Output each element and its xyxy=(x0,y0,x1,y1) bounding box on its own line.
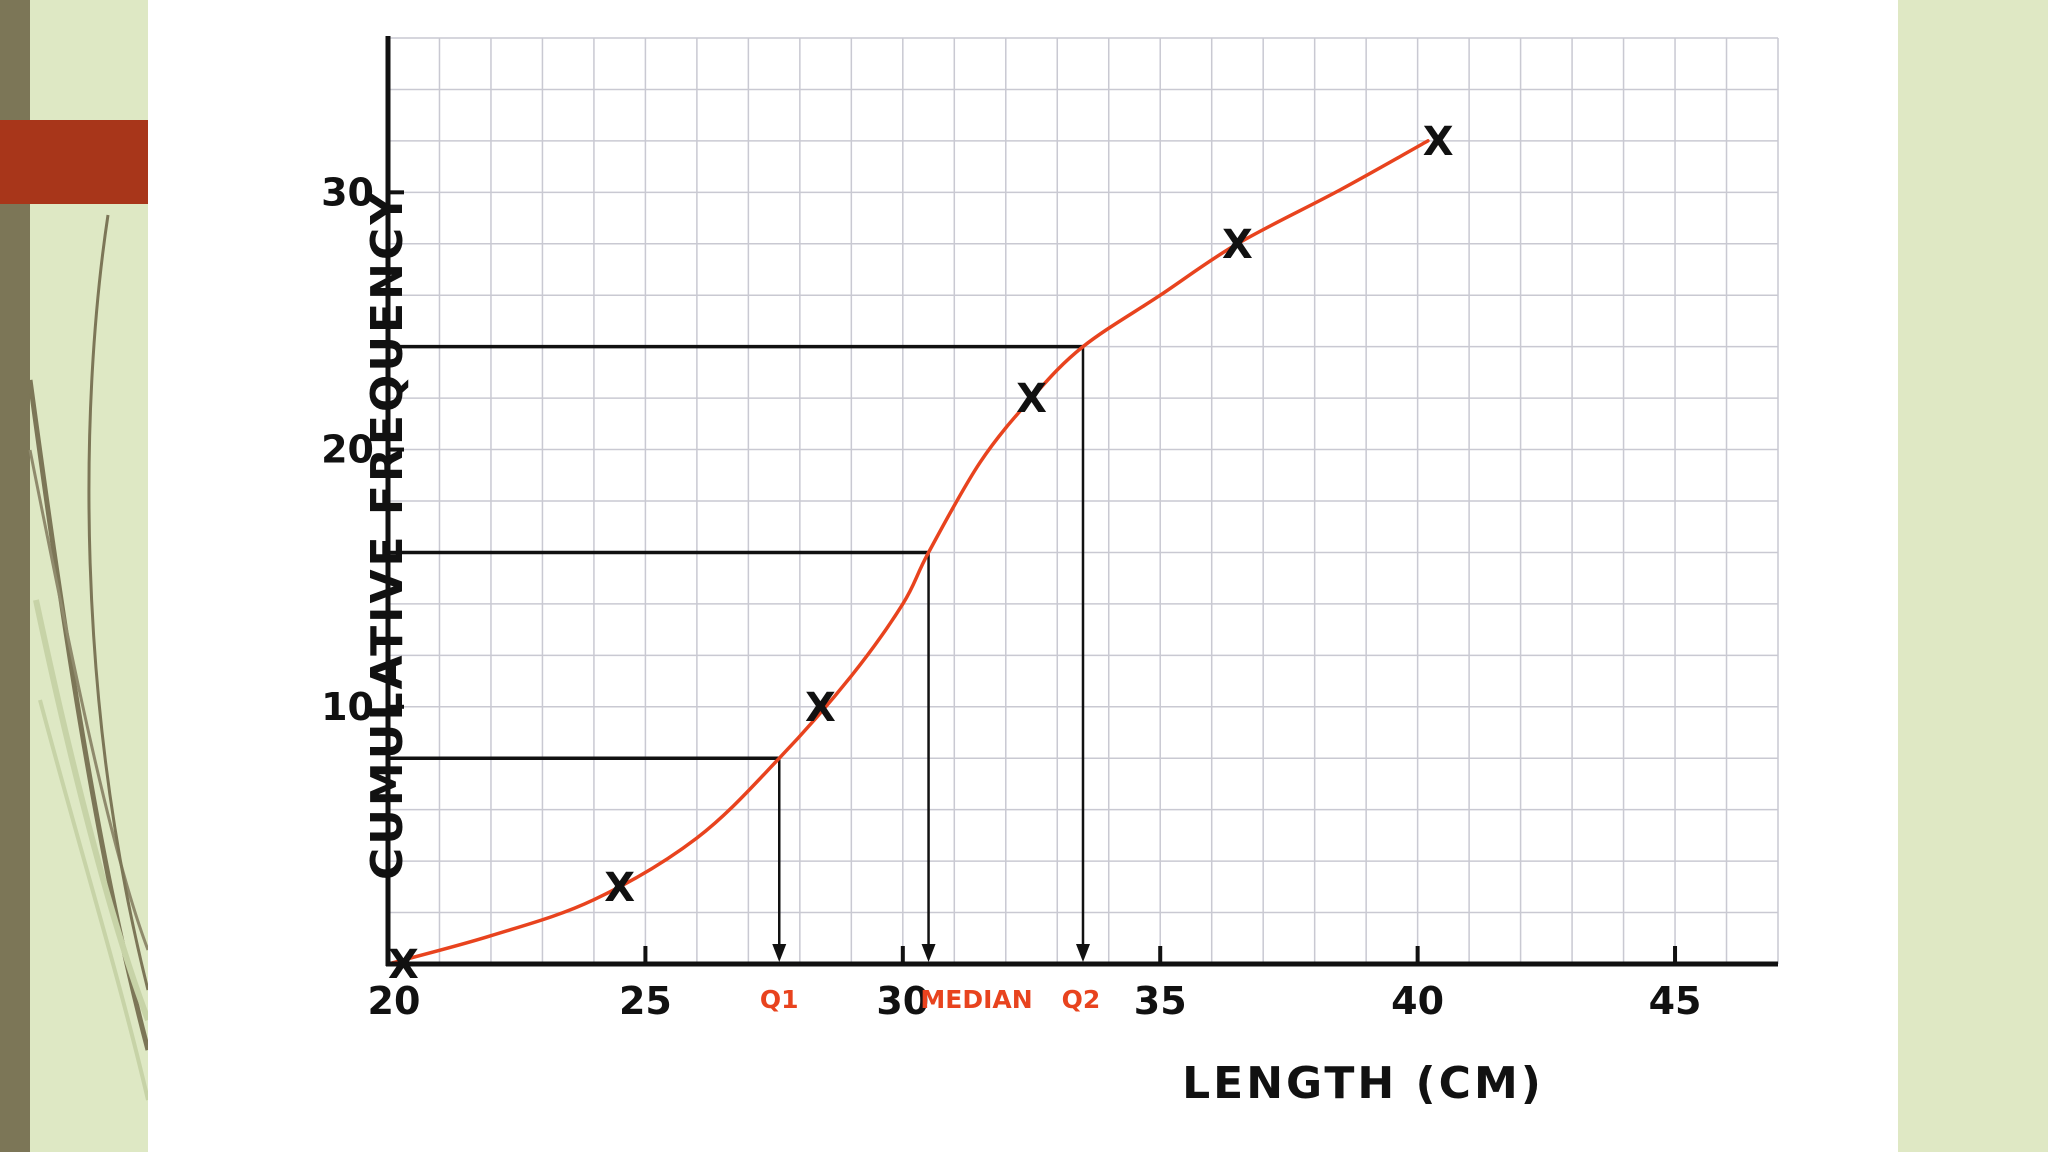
data-point: X xyxy=(1423,119,1454,165)
x-tick-label: 25 xyxy=(619,979,672,1023)
data-point: X xyxy=(604,865,635,911)
guide-arrow xyxy=(921,944,936,962)
data-point: X xyxy=(388,942,419,988)
left-decor-strokes xyxy=(27,214,148,1101)
quartile-labels: Q1 MEDIAN Q2 xyxy=(760,985,1100,1014)
quartile-label: MEDIAN xyxy=(920,985,1032,1014)
quartile-label: Q1 xyxy=(760,985,799,1014)
x-tick-label: 20 xyxy=(368,979,421,1023)
axis-ticks: 20 25 30 35 40 45 10 20 30 xyxy=(321,170,1701,1023)
data-point: X xyxy=(1016,376,1047,422)
guide-arrow xyxy=(1076,944,1090,962)
cumulative-frequency-curve xyxy=(386,139,1430,966)
accent-block xyxy=(0,120,148,204)
quartile-guides xyxy=(388,344,1090,962)
x-tick-label: 40 xyxy=(1391,979,1444,1023)
x-axis-title: LENGTH (CM) xyxy=(1182,1058,1544,1109)
y-tick-label: 30 xyxy=(321,170,374,214)
data-point: X xyxy=(1222,222,1253,268)
slide: 20 25 30 35 40 45 10 20 30 X X X X X X Q1 MEDIAN Q2 LEN… xyxy=(148,0,1898,1152)
data-point: X xyxy=(805,685,836,731)
y-tick-label: 10 xyxy=(321,685,374,729)
right-decor-panel xyxy=(1898,0,2048,1152)
y-tick-label: 20 xyxy=(321,428,374,472)
x-tick-label: 45 xyxy=(1649,979,1702,1023)
cumulative-frequency-chart: 20 25 30 35 40 45 10 20 30 X X X X X X Q1 MEDIAN Q2 LEN… xyxy=(321,36,1779,1109)
x-tick-label: 30 xyxy=(876,979,929,1023)
data-points: X X X X X X xyxy=(388,119,1454,988)
x-tick-label: 35 xyxy=(1134,979,1187,1023)
y-axis-title: CUMULATIVE FREQUENCY xyxy=(362,190,413,880)
guide-arrow xyxy=(772,944,787,962)
quartile-label: Q2 xyxy=(1062,985,1101,1014)
